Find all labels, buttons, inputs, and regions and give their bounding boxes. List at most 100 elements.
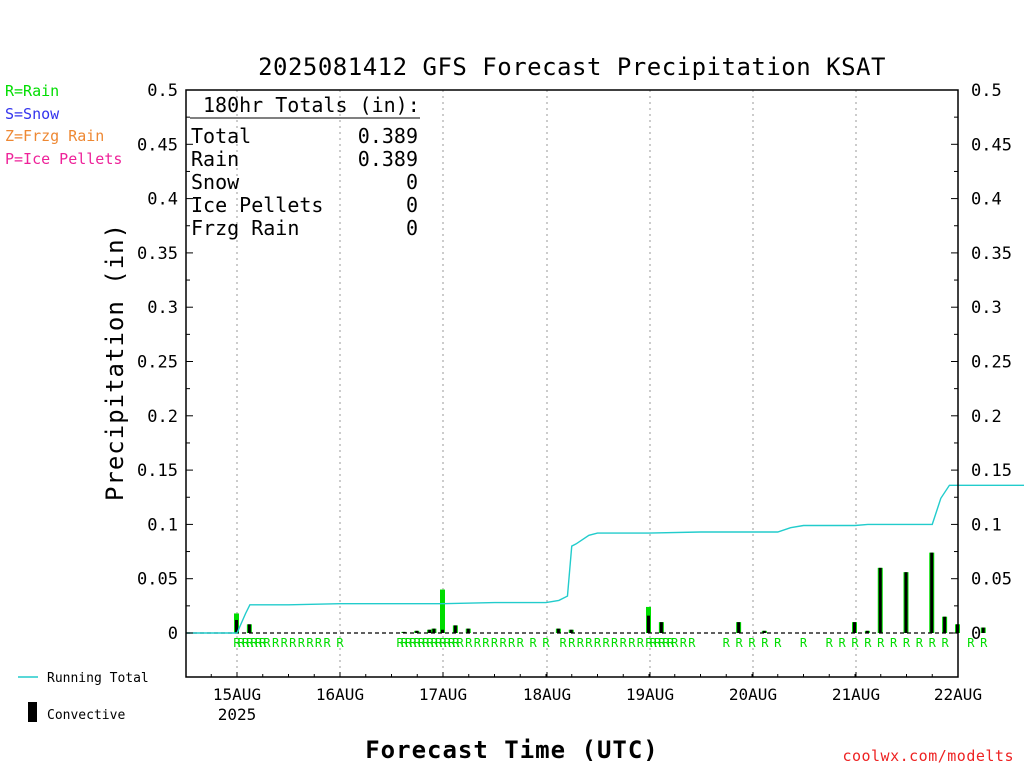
rain-mark: R xyxy=(281,636,289,650)
totals-value-snow: 0 xyxy=(406,170,418,194)
rain-mark: R xyxy=(482,636,490,650)
rain-mark: R xyxy=(499,636,507,650)
totals-label-total: Total xyxy=(191,124,251,148)
convective-bar xyxy=(981,627,985,633)
y-tick-label-right: 0.5 xyxy=(971,81,1002,101)
y-tick-label-right: 0.1 xyxy=(971,515,1002,535)
rain-mark: R xyxy=(324,636,332,650)
y-tick-label-right: 0.35 xyxy=(971,244,1012,264)
credit-link[interactable]: coolwx.com/modelts xyxy=(842,747,1014,765)
key-ice-pellets: P=Ice Pellets xyxy=(5,150,122,168)
precip-type-key: R=Rain S=Snow Z=Frzg Rain P=Ice Pellets xyxy=(5,82,122,168)
rain-mark: R xyxy=(967,636,975,650)
y-tick-label-left: 0.3 xyxy=(147,298,178,318)
rain-mark: R xyxy=(628,636,636,650)
y-tick-label-right: 0.4 xyxy=(971,190,1002,210)
rain-mark: R xyxy=(255,636,263,650)
rain-mark: R xyxy=(663,636,671,650)
rain-mark: R xyxy=(890,636,898,650)
convective-bar xyxy=(943,616,947,633)
rain-mark: R xyxy=(748,636,756,650)
rain-mark: R xyxy=(942,636,950,650)
rain-mark: R xyxy=(431,636,439,650)
y-axis-right: 0 0.05 0.1 0.15 0.2 0.25 0.3 0.35 0.4 0.45 0.5 xyxy=(951,81,1012,644)
rain-mark: R xyxy=(577,636,585,650)
convective-bar xyxy=(247,624,251,633)
rain-mark: R xyxy=(650,636,658,650)
rain-mark: R xyxy=(667,636,675,650)
rain-mark: R xyxy=(409,636,417,650)
rain-mark: R xyxy=(272,636,280,650)
rain-mark: R xyxy=(568,636,576,650)
convective-bar xyxy=(432,628,436,633)
convective-bar xyxy=(737,622,741,633)
rain-mark: R xyxy=(289,636,297,650)
y-tick-label-left: 0.5 xyxy=(147,81,178,101)
rain-mark: R xyxy=(637,636,645,650)
y-tick-label-left: 0.2 xyxy=(147,407,178,427)
rain-mark: R xyxy=(263,636,271,650)
rain-mark: R xyxy=(594,636,602,650)
rain-mark: R xyxy=(688,636,696,650)
rain-mark: R xyxy=(251,636,259,650)
y-tick-label-left: 0.4 xyxy=(147,190,178,210)
legend-convective-label: Convective xyxy=(47,708,125,723)
y-tick-label-left: 0.45 xyxy=(137,135,178,155)
totals-header: 180hr Totals (in): xyxy=(203,93,420,117)
rain-mark: R xyxy=(414,636,422,650)
rain-mark: R xyxy=(530,636,538,650)
rain-mark: R xyxy=(839,636,847,650)
totals-label-rain: Rain xyxy=(191,147,239,171)
rain-mark: R xyxy=(736,636,744,650)
rain-mark: R xyxy=(929,636,937,650)
rain-mark: R xyxy=(654,636,662,650)
rain-mark: R xyxy=(491,636,499,650)
y-tick-label-right: 0.3 xyxy=(971,298,1002,318)
rain-mark: R xyxy=(298,636,306,650)
totals-value-rain: 0.389 xyxy=(358,147,418,171)
rain-mark: R xyxy=(542,636,550,650)
x-tick-label: 21AUG xyxy=(832,685,880,704)
rain-mark: R xyxy=(401,636,409,650)
rain-mark: R xyxy=(439,636,447,650)
rain-mark: R xyxy=(903,636,911,650)
convective-bar xyxy=(865,630,869,633)
totals-box: 180hr Totals (in): Total 0.389 Rain 0.38… xyxy=(190,93,420,240)
convective-bar xyxy=(441,629,444,633)
rain-mark: R xyxy=(452,636,460,650)
y-tick-label-right: 0.2 xyxy=(971,407,1002,427)
rain-mark: R xyxy=(611,636,619,650)
rain-mark: R xyxy=(315,636,323,650)
rain-mark: R xyxy=(851,636,859,650)
totals-value-ice-pellets: 0 xyxy=(406,193,418,217)
x-axis: 15AUG 16AUG 17AUG 18AUG 19AUG 20AUG 21AUG 22AUG xyxy=(210,672,982,704)
legend-running-total-label: Running Total xyxy=(47,671,149,686)
rain-mark: R xyxy=(517,636,525,650)
precip-bar xyxy=(440,589,445,633)
rain-mark: R xyxy=(980,636,988,650)
convective-bar xyxy=(659,622,663,633)
y-tick-label-right: 0.25 xyxy=(971,353,1012,373)
convective-bar xyxy=(878,567,882,633)
y-tick-label-left: 0.15 xyxy=(137,461,178,481)
rain-mark: R xyxy=(560,636,568,650)
y-tick-label-right: 0.05 xyxy=(971,570,1012,590)
rain-mark: R xyxy=(800,636,808,650)
chart-legend: Running Total Convective xyxy=(18,671,149,723)
y-tick-label-left: 0 xyxy=(168,624,178,644)
y-axis-left: 0 0.05 0.1 0.15 0.2 0.25 0.3 0.35 0.4 0.45 0.5 xyxy=(137,81,193,644)
convective-bar xyxy=(569,629,573,633)
rain-mark: R xyxy=(508,636,516,650)
rain-mark: R xyxy=(405,636,413,650)
convective-bar xyxy=(853,622,856,633)
totals-label-snow: Snow xyxy=(191,170,240,194)
running-total-line xyxy=(185,484,1024,634)
rain-mark: R xyxy=(465,636,473,650)
x-tick-label: 22AUG xyxy=(934,685,982,704)
rain-mark: R xyxy=(435,636,443,650)
rain-mark: R xyxy=(774,636,782,650)
rain-mark: R xyxy=(396,636,404,650)
x-tick-label: 20AUG xyxy=(729,685,777,704)
